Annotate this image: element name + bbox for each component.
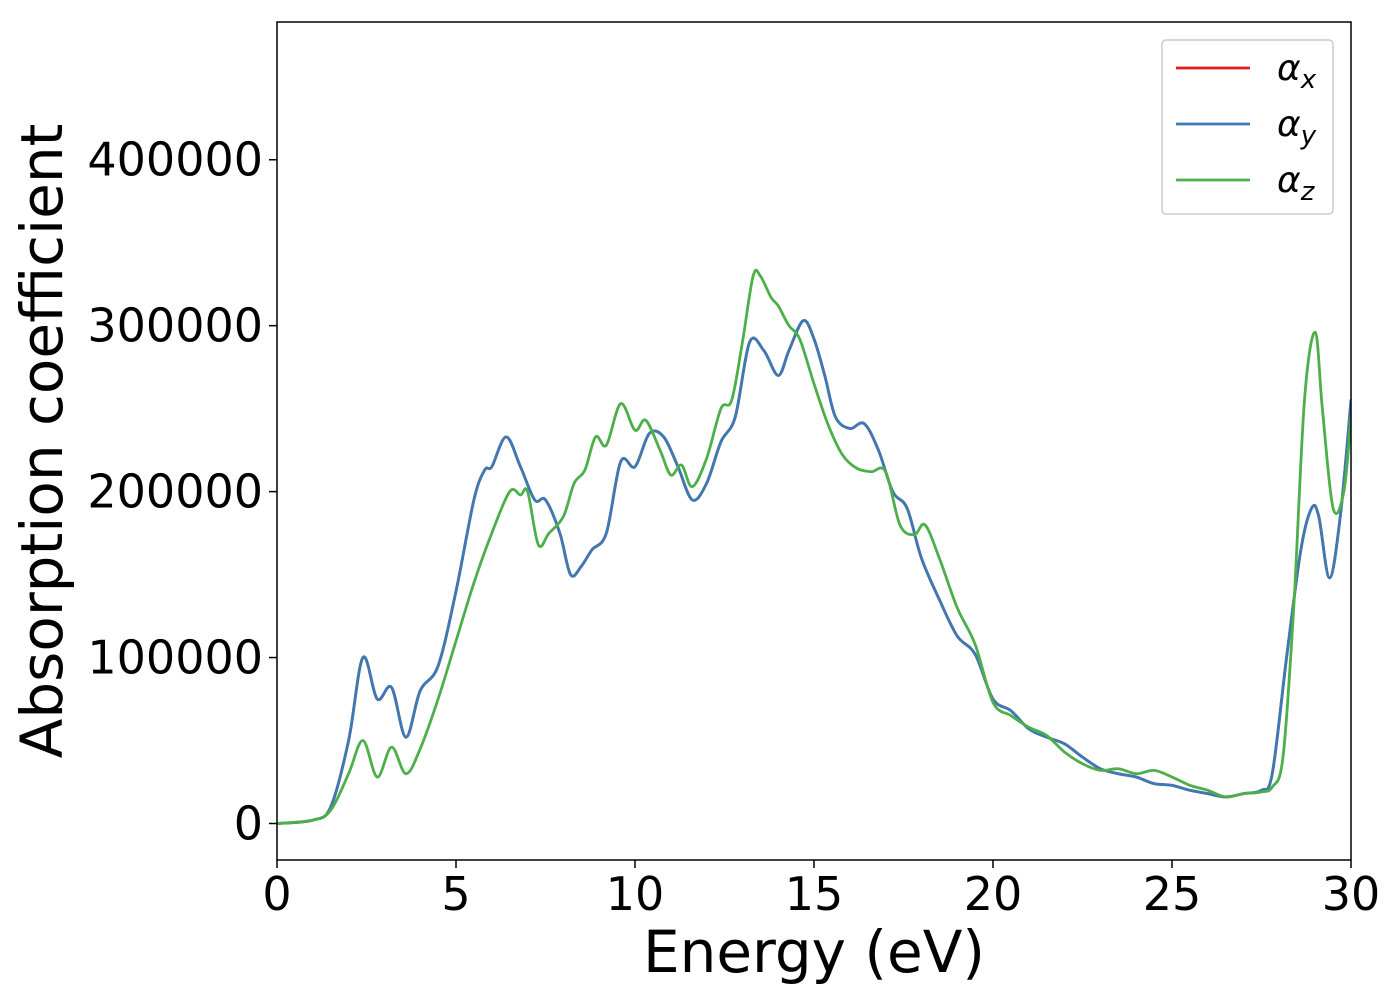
- x-tick-label: 5: [441, 867, 470, 921]
- series-line-alpha-x: [277, 319, 1351, 825]
- x-tick-label: 20: [964, 867, 1023, 921]
- x-tick-label: 30: [1322, 867, 1381, 921]
- series-line-alpha-z: [277, 268, 1351, 825]
- legend: αx αy αz: [1161, 39, 1334, 215]
- x-axis-title: Energy (eV): [643, 918, 985, 986]
- y-tick-label: 100000: [87, 631, 263, 685]
- legend-label-alpha-z: αz: [1277, 160, 1316, 207]
- y-tick-label: 400000: [87, 133, 263, 187]
- x-axis: 0 5 10 15 20 25 30: [262, 860, 1380, 921]
- x-tick-label: 0: [262, 867, 291, 921]
- y-tick-label: 200000: [87, 465, 263, 519]
- y-tick-label: 0: [234, 796, 263, 850]
- series-line-alpha-y: [277, 319, 1351, 825]
- series-layer: [277, 268, 1351, 825]
- legend-label-alpha-x: αx: [1277, 48, 1317, 95]
- x-tick-label: 25: [1143, 867, 1202, 921]
- x-tick-label: 15: [785, 867, 844, 921]
- y-axis-title: Absorption coefficient: [8, 124, 76, 759]
- legend-label-alpha-y: αy: [1277, 104, 1317, 151]
- x-tick-label: 10: [606, 867, 665, 921]
- y-axis: 0 100000 200000 300000 400000: [87, 133, 277, 850]
- legend-box: [1161, 39, 1334, 215]
- y-tick-label: 300000: [87, 299, 263, 353]
